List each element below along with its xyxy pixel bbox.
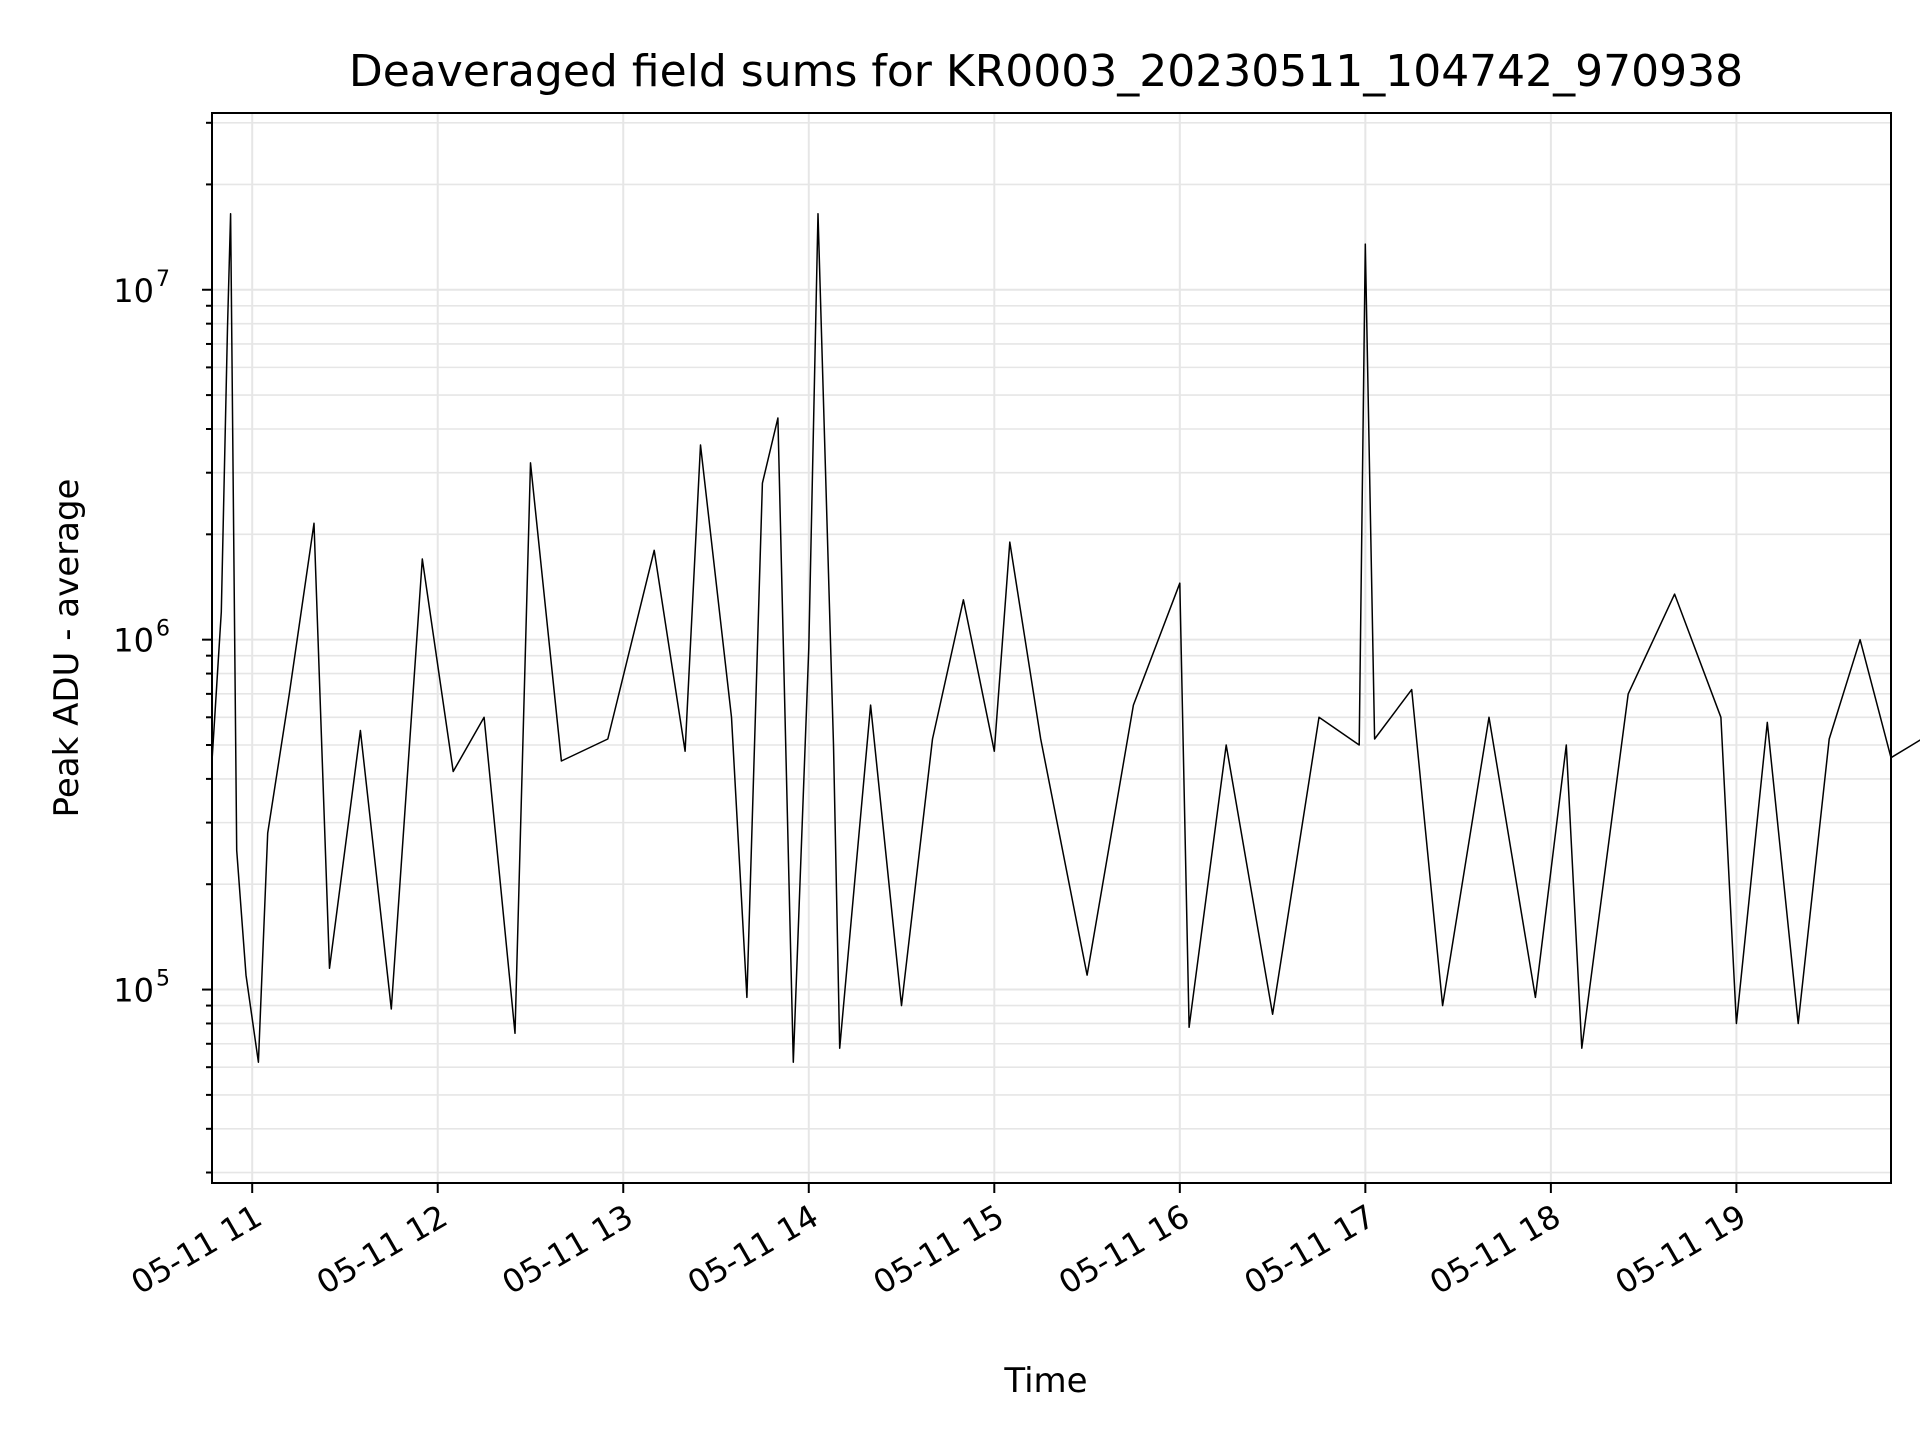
y-tick-exponent: 6 [156, 617, 170, 642]
y-tick-exponent: 5 [156, 967, 170, 992]
y-tick-label: 10 [113, 272, 154, 310]
y-tick-label: 10 [113, 972, 154, 1010]
series-line-layer [211, 212, 1920, 1063]
chart-title: Deaveraged field sums for KR0003_2023051… [349, 46, 1743, 97]
y-axis-label: Peak ADU - average [47, 479, 87, 818]
x-axis-label: Time [1003, 1361, 1087, 1401]
series-line-0 [211, 212, 1920, 1063]
plot-frame [211, 112, 1892, 1184]
y-tick-exponent: 7 [156, 267, 170, 292]
y-tick-label: 10 [113, 622, 154, 660]
grid [212, 113, 1891, 1183]
